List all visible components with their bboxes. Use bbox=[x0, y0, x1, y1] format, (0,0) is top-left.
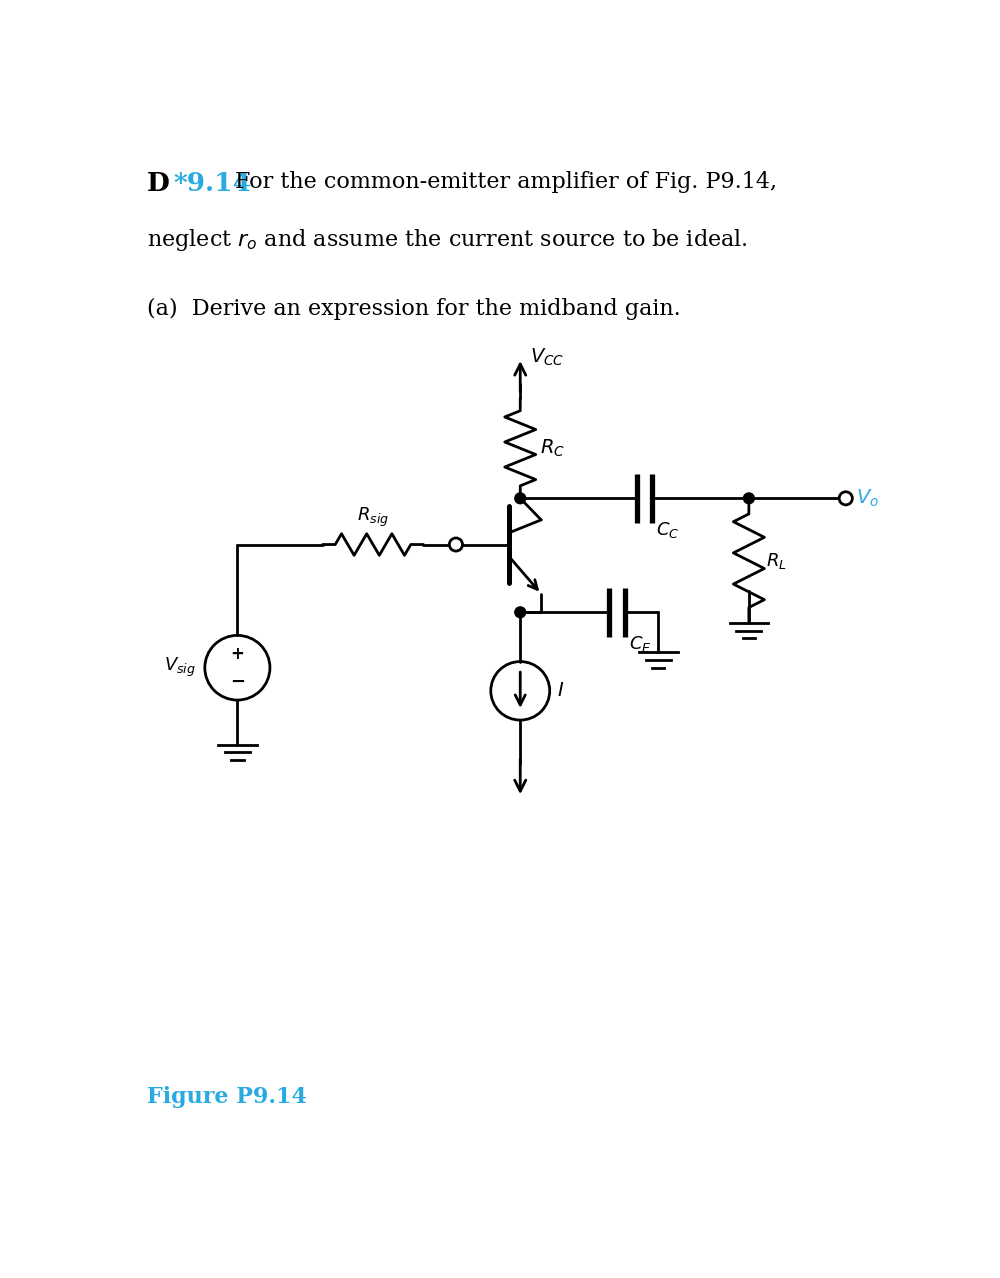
Text: $V_{\mathregular{sig}}$: $V_{\mathregular{sig}}$ bbox=[164, 656, 196, 680]
Text: $R_C$: $R_C$ bbox=[540, 437, 565, 459]
Text: $C_E$: $C_E$ bbox=[629, 634, 651, 654]
Text: $V_o$: $V_o$ bbox=[856, 488, 879, 509]
Text: Figure P9.14: Figure P9.14 bbox=[147, 1086, 307, 1108]
Circle shape bbox=[515, 493, 526, 504]
Text: +: + bbox=[230, 645, 244, 663]
Text: neglect $r_o$ and assume the current source to be ideal.: neglect $r_o$ and assume the current sou… bbox=[147, 226, 748, 253]
Text: For the common-emitter amplifier of Fig. P9.14,: For the common-emitter amplifier of Fig.… bbox=[235, 171, 777, 193]
Text: D: D bbox=[147, 171, 170, 196]
Circle shape bbox=[515, 607, 526, 617]
Text: $V_{CC}$: $V_{CC}$ bbox=[530, 346, 565, 368]
Text: −: − bbox=[230, 672, 245, 690]
Text: $C_C$: $C_C$ bbox=[656, 520, 679, 539]
Text: $R_L$: $R_L$ bbox=[766, 551, 787, 571]
Circle shape bbox=[743, 493, 754, 504]
Circle shape bbox=[449, 538, 463, 551]
Text: $R_{\mathregular{sig}}$: $R_{\mathregular{sig}}$ bbox=[357, 506, 389, 529]
Text: (a)  Derive an expression for the midband gain.: (a) Derive an expression for the midband… bbox=[147, 298, 680, 321]
Circle shape bbox=[839, 492, 852, 505]
Text: $I$: $I$ bbox=[557, 681, 565, 700]
Text: *9.14: *9.14 bbox=[173, 171, 251, 196]
